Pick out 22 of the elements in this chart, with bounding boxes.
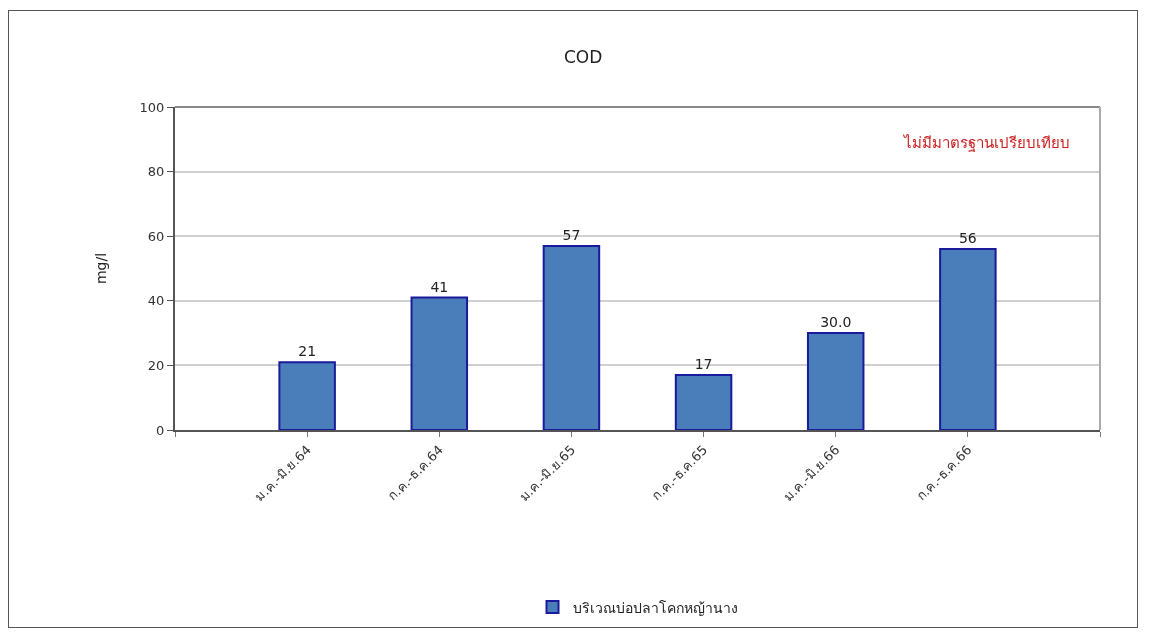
annotation: ไม่มีมาตรฐานเปรียบเทียบ (903, 134, 1070, 152)
y-tick-label: 0 (156, 422, 165, 438)
data-label: 57 (562, 226, 581, 243)
y-tick-label: 60 (147, 228, 165, 244)
bar (674, 374, 733, 430)
bar (278, 361, 336, 430)
y-tick-label: 100 (139, 99, 165, 115)
data-label: 56 (958, 230, 977, 247)
bar (542, 244, 601, 430)
y-tick-label: 80 (147, 164, 165, 180)
data-label: 21 (298, 343, 317, 360)
chart-title: COD (563, 47, 603, 68)
data-label: 17 (694, 356, 713, 373)
bar (806, 332, 865, 430)
data-label: 30.0 (820, 314, 852, 331)
legend-label: บริเวณบ่อปลาโคกหญ้านาง (572, 599, 738, 616)
bar (410, 296, 469, 430)
y-tick-label: 40 (147, 293, 165, 309)
bar (939, 248, 997, 430)
y-axis-title: mg/l (92, 252, 109, 285)
y-tick-label: 20 (147, 357, 165, 373)
data-label: 41 (430, 278, 449, 295)
